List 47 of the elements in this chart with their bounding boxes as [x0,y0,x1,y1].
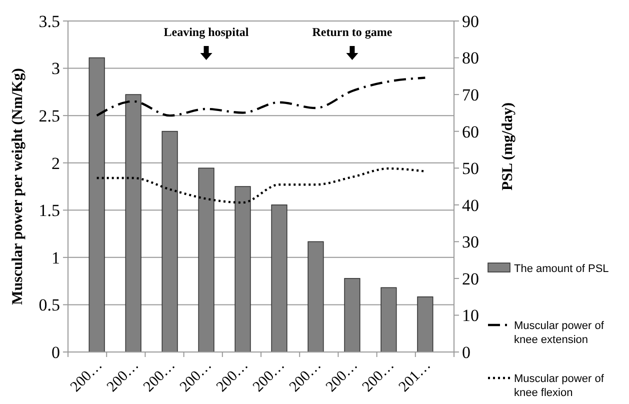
x-tick-label: 200… [68,358,106,396]
y2-tick-label: 70 [462,86,479,105]
bar [234,186,251,352]
y-tick-label: 3.5 [38,12,60,31]
y-axis-title: Muscular power per weight (Nm/Kg) [10,68,26,305]
line-series [96,76,426,117]
bar [198,168,214,352]
y2-tick-label: 30 [462,232,479,252]
y2-tick-label: 20 [462,269,479,288]
y2-tick-label: 10 [462,306,479,326]
y2-axis-title: PSL (mg/day) [500,102,516,190]
bar [125,94,142,352]
legend-label: Muscular power of knee extension [514,320,605,346]
legend-label: The amount of PSL [514,262,609,275]
y-tick-label: 2.5 [38,106,60,126]
bar [344,278,360,352]
x-tick-label: 200… [323,358,362,396]
y-tick-label: 0 [52,342,60,362]
y-tick-label: 1 [52,248,60,268]
y-tick-label: 1.5 [38,201,60,220]
y-tick-label: 2 [52,154,60,173]
bar [380,287,397,352]
x-tick-label: 200… [140,358,179,396]
y2-tick-label: 80 [462,48,479,68]
y-tick-label: 0.5 [38,296,60,315]
x-tick-label: 200… [214,358,252,396]
x-tick-label: 200… [104,358,142,396]
y2-tick-label: 0 [462,342,470,362]
x-tick-label: 200… [360,358,398,396]
legend-label: Muscular power of knee flexion [514,372,605,399]
bar [271,204,288,352]
bar [308,241,324,352]
bar [88,57,105,352]
bar [162,130,178,352]
annotation: Leaving hospital [164,25,250,39]
x-tick-label: 201… [396,358,434,396]
y2-tick-label: 60 [462,122,479,142]
y2-tick-label: 50 [462,159,479,178]
x-tick-label: 200… [286,358,325,396]
bar [417,296,434,352]
y-tick-label: 3 [52,59,60,78]
y2-tick-label: 90 [462,12,479,31]
x-tick-label: 200… [177,358,216,396]
line-series [96,167,426,204]
annotation: Return to game [312,25,393,39]
y2-tick-label: 40 [462,196,479,215]
x-tick-label: 200… [250,358,288,396]
